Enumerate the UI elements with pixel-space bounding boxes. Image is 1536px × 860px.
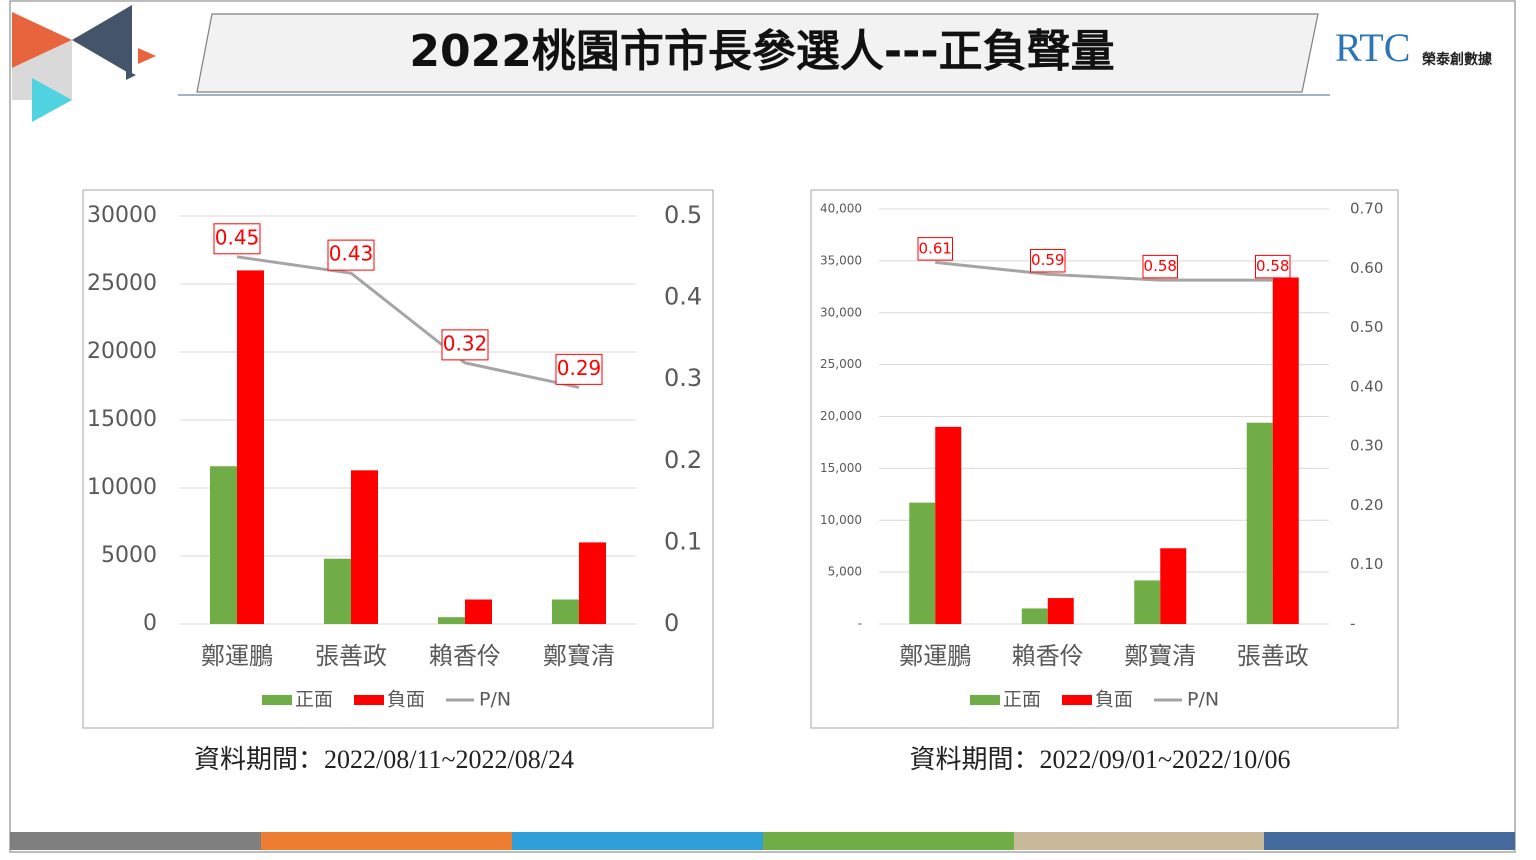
- y-tick-label: 5,000: [828, 565, 862, 579]
- y2-tick-label: 0.2: [664, 446, 702, 474]
- y2-tick-label: 0.60: [1350, 259, 1383, 277]
- value-label: 0.59: [1031, 251, 1064, 269]
- chart-caption: 資料期間：2022/08/11~2022/08/24: [194, 745, 574, 774]
- value-label-box: [1255, 254, 1291, 279]
- legend-swatch: [354, 695, 384, 705]
- legend-label: 正面: [1003, 689, 1041, 711]
- y-tick-label: 40,000: [820, 202, 862, 216]
- value-label-box: [1030, 248, 1066, 273]
- legend-label: 負面: [387, 689, 425, 711]
- logo-brand: RTC: [1335, 25, 1410, 70]
- y-tick-label: 35,000: [820, 253, 862, 267]
- legend-swatch: [970, 695, 1000, 705]
- value-label-box: [1142, 254, 1178, 279]
- bar: [1047, 598, 1074, 624]
- y2-tick-label: 0.1: [664, 527, 702, 555]
- value-label: 0.29: [557, 356, 602, 380]
- y-tick-label: 25,000: [820, 357, 862, 371]
- x-tick-label: 鄭運鵬: [201, 642, 273, 670]
- line: [935, 260, 1273, 282]
- y2-tick-label: 0.3: [664, 364, 702, 392]
- x-tick-label: 鄭運鵬: [899, 642, 971, 670]
- value-label-box: [917, 237, 953, 261]
- slide-title: 2022桃園市市長參選人---正負聲量: [409, 26, 1114, 77]
- bar: [552, 599, 579, 624]
- value-label: 0.61: [919, 239, 952, 257]
- x-tick-label: 賴香伶: [1012, 642, 1084, 670]
- title-box: [196, 13, 1319, 93]
- legend-label: 正面: [295, 689, 333, 711]
- legend-label: P/N: [1187, 689, 1219, 711]
- value-label-box: [555, 353, 603, 385]
- y-tick-label: 30000: [87, 203, 157, 228]
- x-tick-label: 張善政: [1237, 642, 1309, 670]
- y2-tick-label: 0.70: [1350, 200, 1383, 218]
- bar: [1160, 548, 1187, 624]
- value-label: 0.45: [215, 225, 260, 249]
- y2-tick-label: 0: [664, 609, 679, 637]
- bar: [237, 270, 264, 624]
- x-tick-label: 張善政: [315, 642, 387, 670]
- bar: [1134, 580, 1161, 624]
- decoration: [12, 5, 156, 122]
- value-label-box: [213, 223, 261, 255]
- legend-swatch: [262, 695, 292, 705]
- y2-tick-label: 0.4: [664, 283, 702, 311]
- y2-tick-label: 0.10: [1350, 555, 1383, 573]
- y-tick-label: 20000: [87, 339, 157, 364]
- y-tick-label: 0: [143, 611, 157, 636]
- y-tick-label: 30,000: [820, 305, 862, 319]
- y2-tick-label: -: [1350, 615, 1355, 633]
- bar: [1272, 277, 1299, 624]
- footer-bar: [10, 832, 1515, 850]
- y-tick-label: 20,000: [820, 409, 862, 423]
- bar: [465, 599, 492, 624]
- bar: [438, 617, 465, 624]
- y-tick-label: 5000: [101, 543, 157, 568]
- y-tick-label: -: [858, 617, 862, 631]
- x-tick-label: 鄭寶清: [1124, 642, 1196, 670]
- bar: [351, 470, 378, 624]
- bar: [579, 542, 606, 624]
- chart-frame: [810, 189, 1399, 729]
- x-tick-label: 賴香伶: [429, 642, 501, 670]
- bar: [1246, 422, 1273, 624]
- value-label-box: [441, 329, 489, 361]
- y-tick-label: 10,000: [820, 513, 862, 527]
- legend-label: 負面: [1095, 689, 1133, 711]
- value-label: 0.58: [1144, 257, 1177, 275]
- y-tick-label: 15000: [87, 407, 157, 432]
- y-tick-label: 15,000: [820, 461, 862, 475]
- bar: [909, 502, 936, 624]
- value-label: 0.32: [443, 331, 488, 355]
- value-label-box: [327, 239, 375, 271]
- bar: [935, 426, 962, 624]
- bar: [1021, 608, 1048, 624]
- y-tick-label: 25000: [87, 271, 157, 296]
- y-tick-label: 10000: [87, 475, 157, 500]
- y2-tick-label: 0.30: [1350, 437, 1383, 455]
- chart-caption: 資料期間：2022/09/01~2022/10/06: [910, 745, 1291, 774]
- y2-tick-label: 0.20: [1350, 496, 1383, 514]
- y2-tick-label: 0.5: [664, 201, 702, 229]
- value-label: 0.58: [1256, 257, 1289, 275]
- logo-name: 榮泰創數據: [1422, 51, 1493, 68]
- x-tick-label: 鄭寶清: [543, 642, 615, 670]
- value-label: 0.43: [329, 242, 374, 266]
- legend-label: P/N: [479, 689, 511, 711]
- bar: [324, 558, 351, 624]
- line: [236, 255, 580, 389]
- legend-swatch: [1062, 695, 1092, 705]
- bar: [210, 466, 237, 624]
- chart-frame: [82, 189, 714, 729]
- y2-tick-label: 0.40: [1350, 377, 1383, 395]
- y2-tick-label: 0.50: [1350, 318, 1383, 336]
